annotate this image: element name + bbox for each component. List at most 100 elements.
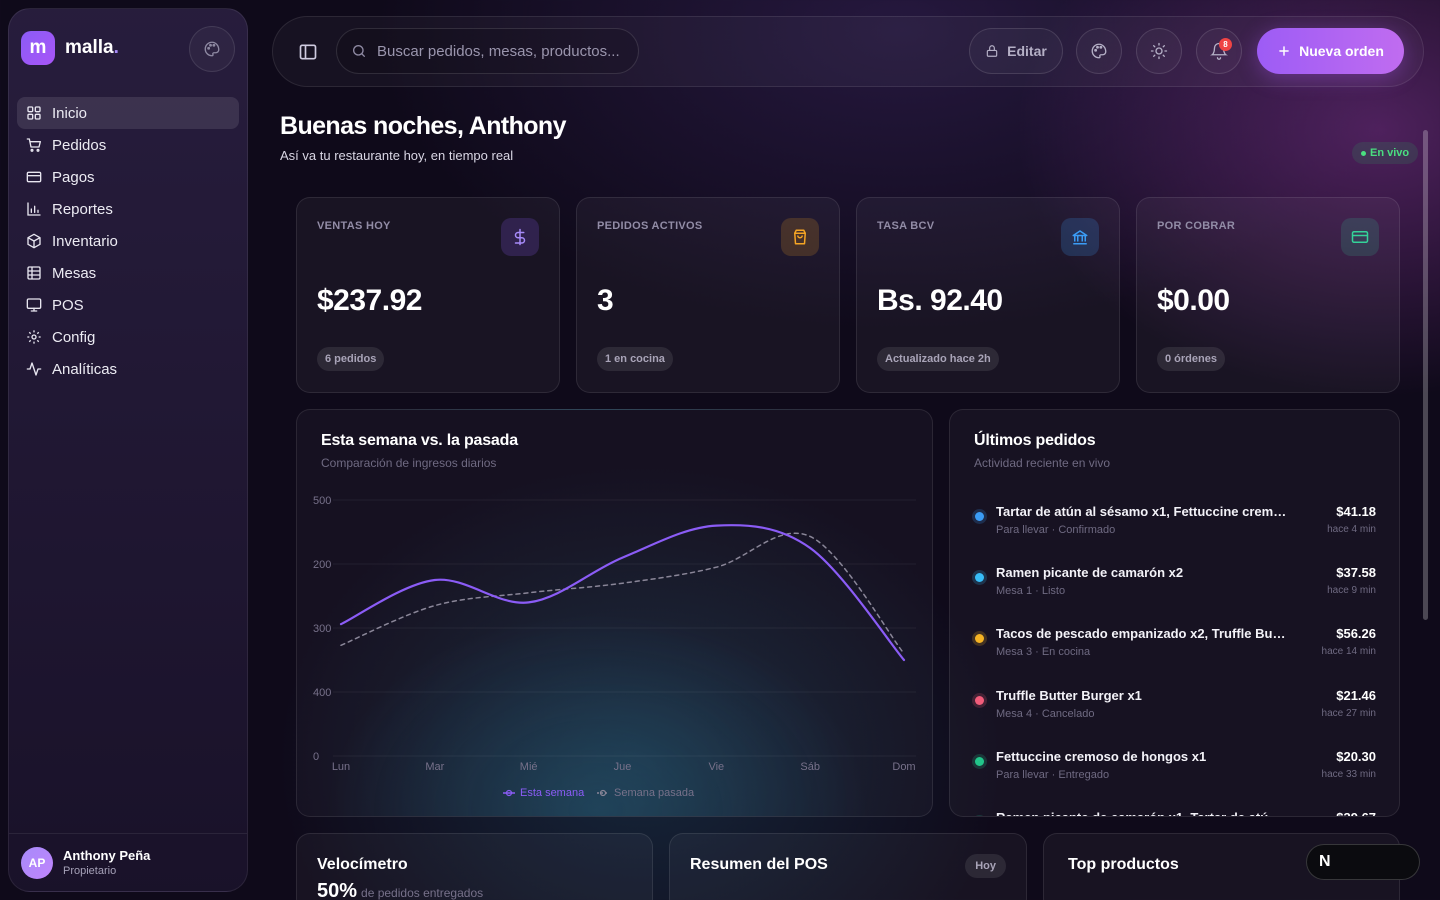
- x-tick-label: Mar: [425, 761, 444, 773]
- legend-label: Esta semana: [520, 787, 585, 799]
- sidebar-item-label: Inicio: [52, 104, 88, 122]
- order-meta: Para llevar · Confirmado: [996, 524, 1116, 536]
- sidebar-item-label: Config: [52, 328, 96, 346]
- gear-icon: [26, 329, 42, 345]
- x-tick-label: Mié: [520, 761, 538, 773]
- search-bar: [336, 28, 639, 74]
- order-row[interactable]: Ramen picante de camarón x2 Mesa 1 · List…: [974, 565, 1378, 615]
- sidebar-item-analiticas[interactable]: Analíticas: [17, 353, 239, 385]
- monitor-icon: [26, 297, 42, 313]
- sidebar-item-inventario[interactable]: Inventario: [17, 225, 239, 257]
- bar-chart-icon: [26, 201, 42, 217]
- speedometer-caption: de pedidos entregados: [361, 886, 484, 900]
- order-title: Ramen picante de camarón x2: [996, 565, 1184, 581]
- order-amount: $21.46: [1336, 687, 1376, 703]
- speedometer-pct: 50%: [317, 880, 358, 900]
- stat-label: VENTAS HOY: [317, 220, 391, 232]
- order-amount: $39.67: [1336, 810, 1376, 816]
- edit-button[interactable]: Editar: [969, 28, 1063, 74]
- status-dot-icon: [975, 756, 984, 766]
- sidebar-item-config[interactable]: Config: [17, 321, 239, 353]
- status-dot-icon: [975, 512, 984, 521]
- order-title: Truffle Butter Burger x1: [996, 687, 1142, 703]
- chart-subtitle: Comparación de ingresos diarios: [321, 456, 497, 470]
- avatar: AP: [21, 846, 53, 879]
- user-profile[interactable]: AP Anthony Peña Propietario: [9, 833, 247, 891]
- scrollbar[interactable]: [1423, 130, 1428, 620]
- order-title: Fettuccine cremoso de hongos x1: [996, 748, 1207, 764]
- card-icon: [26, 169, 42, 185]
- order-amount: $37.58: [1336, 565, 1376, 581]
- stat-card-pedidos-activos[interactable]: PEDIDOS ACTIVOS 3 1 en cocina: [576, 197, 840, 393]
- stat-value: 3: [597, 284, 614, 317]
- order-row[interactable]: Fettuccine cremoso de hongos x1 Para llev…: [974, 749, 1378, 799]
- order-row[interactable]: Tartar de atún al sésamo x1, Fettuccine …: [974, 504, 1378, 554]
- sidebar-item-pos[interactable]: POS: [17, 289, 239, 321]
- stat-label: TASA BCV: [877, 220, 935, 232]
- order-amount: $41.18: [1336, 504, 1376, 519]
- order-row[interactable]: Truffle Butter Burger x1 Mesa 4 · Cancela…: [974, 688, 1378, 738]
- x-tick-label: Dom: [892, 761, 915, 773]
- plus-icon: [1279, 46, 1289, 56]
- stat-value: $237.92: [317, 284, 422, 317]
- order-amount: $56.26: [1336, 626, 1376, 642]
- shopping-bag-icon: [781, 218, 819, 256]
- stat-chip: 1 en cocina: [597, 347, 673, 371]
- sidebar-item-label: Reportes: [52, 200, 113, 218]
- line-chart: 0 400 300 200 500 Lun Mar Mié Jue Vie Sáb Dom Esta s…: [313, 495, 916, 799]
- speedometer-value: 50% de pedidos entregados: [317, 880, 483, 900]
- order-time: hace 9 min: [1327, 585, 1376, 597]
- order-time: hace 33 min: [1321, 768, 1376, 780]
- sidebar-item-reportes[interactable]: Reportes: [17, 193, 239, 225]
- x-tick-label: Jue: [614, 761, 632, 773]
- order-title: Tartar de atún al sésamo x1, Fettuccine …: [996, 504, 1288, 519]
- palette-icon: [204, 41, 220, 57]
- sidebar-item-pedidos[interactable]: Pedidos: [17, 129, 239, 161]
- y-tick-label: 400: [313, 687, 331, 699]
- search-input[interactable]: [377, 42, 627, 60]
- order-meta: Mesa 3 · En cocina: [996, 646, 1091, 659]
- order-row[interactable]: Tacos de pescado empanizado x2, Truffle …: [974, 626, 1378, 676]
- live-dot-icon: [1361, 150, 1366, 156]
- brand-name: malla.: [65, 37, 119, 59]
- page-title: Buenas noches, Anthony: [280, 112, 567, 140]
- user-role: Propietario: [63, 865, 117, 877]
- theme-toggle-button[interactable]: [1136, 28, 1182, 74]
- sidebar-toggle-icon: [299, 44, 317, 60]
- order-time: hace 27 min: [1321, 707, 1376, 719]
- sidebar-item-label: Pedidos: [52, 136, 107, 154]
- user-name: Anthony Peña: [63, 848, 151, 863]
- sidebar-item-pagos[interactable]: Pagos: [17, 161, 239, 193]
- sidebar-item-label: Pagos: [52, 168, 95, 186]
- new-order-button[interactable]: Nueva orden: [1257, 28, 1404, 74]
- order-meta: Mesa 1 · Listo: [996, 585, 1066, 598]
- stat-value: Bs. 92.40: [877, 284, 1003, 317]
- sidebar-item-label: POS: [52, 296, 84, 314]
- stat-value: $0.00: [1157, 284, 1230, 317]
- table-icon: [26, 265, 42, 281]
- order-title: Tacos de pescado empanizado x2, Truffle …: [996, 626, 1288, 642]
- y-tick-label: 200: [313, 559, 331, 571]
- sun-icon: [1150, 42, 1168, 60]
- orders-subtitle: Actividad reciente en vivo: [974, 456, 1111, 470]
- palette-button[interactable]: [1076, 28, 1122, 74]
- order-title: Ramen picante de camarón x1, Tartar de a…: [996, 810, 1288, 816]
- sidebar-item-mesas[interactable]: Mesas: [17, 257, 239, 289]
- notification-badge: 8: [1219, 38, 1232, 51]
- palette-button[interactable]: [189, 26, 235, 72]
- stat-card-por-cobrar[interactable]: POR COBRAR $0.00 0 órdenes: [1136, 197, 1400, 393]
- notifications-button[interactable]: 8: [1196, 28, 1242, 74]
- dev-widget-button[interactable]: N: [1306, 844, 1420, 880]
- period-selector[interactable]: Hoy: [965, 854, 1006, 878]
- brand[interactable]: m malla.: [21, 31, 119, 65]
- sidebar-toggle-button[interactable]: [298, 42, 318, 62]
- stat-card-ventas[interactable]: VENTAS HOY $237.92 6 pedidos: [296, 197, 560, 393]
- speedometer-card: Velocímetro 50% de pedidos entregados: [296, 833, 653, 900]
- lock-icon: [986, 45, 998, 57]
- bank-icon: [1061, 218, 1099, 256]
- order-row[interactable]: Ramen picante de camarón x1, Tartar de a…: [974, 810, 1378, 816]
- y-tick-label: 0: [313, 751, 319, 763]
- sidebar-item-inicio[interactable]: Inicio: [17, 97, 239, 129]
- stat-card-tasa-bcv[interactable]: TASA BCV Bs. 92.40 Actualizado hace 2h: [856, 197, 1120, 393]
- status-dot-icon: [975, 573, 984, 583]
